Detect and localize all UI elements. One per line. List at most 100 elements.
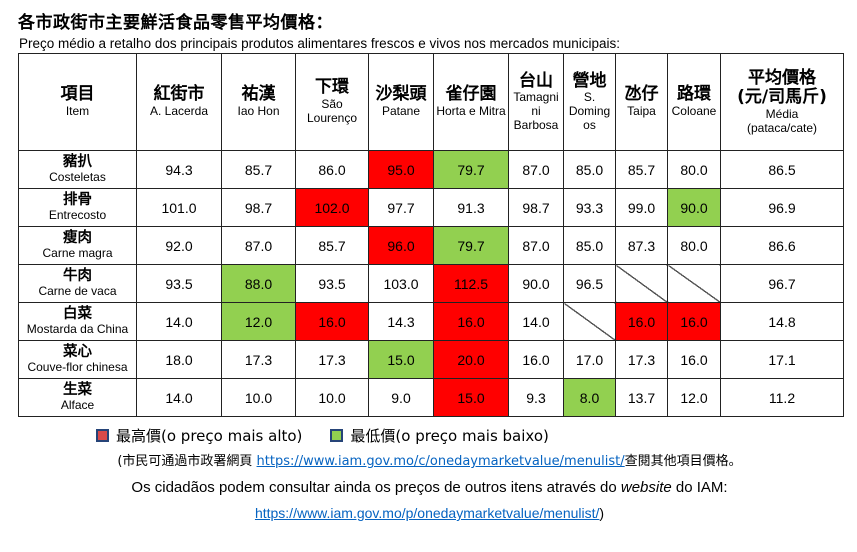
price-cell: 79.7 — [433, 226, 509, 265]
footer-pt-website-word: website — [620, 479, 672, 496]
price-cell — [563, 302, 616, 341]
price-cell — [615, 264, 668, 303]
footer-pt-suffix: do IAM: — [671, 479, 728, 496]
price-cell: 18.0 — [136, 340, 222, 379]
price-cell: 9.3 — [508, 378, 564, 417]
footer-note-portuguese: Os cidadãos podem consultar ainda os pre… — [18, 479, 841, 496]
item-cell: 排骨 Entrecosto — [18, 188, 137, 227]
footer-pt-prefix: Os cidadãos podem consultar ainda os pre… — [131, 479, 621, 496]
table-header-row: 項目 Item 紅街市 A. Lacerda 祐漢 Iao Hon 下環 São Louren… — [18, 53, 844, 151]
min-price-swatch-icon — [330, 429, 344, 442]
column-header: 項目 Item — [18, 53, 137, 151]
price-cell: 16.0 — [508, 340, 564, 379]
price-cell: 93.3 — [563, 188, 616, 227]
price-cell: 93.5 — [136, 264, 222, 303]
footer-close-paren: ) — [599, 505, 605, 521]
item-cell: 牛肉 Carne de vaca — [18, 264, 137, 303]
legend-item-max: 最高價(o preço mais alto) — [96, 425, 302, 446]
table-row: 豬扒 Costeletas 94.3 85.7 86.0 95.0 79.7 87.0 85.0… — [18, 150, 844, 189]
price-cell: 97.7 — [368, 188, 434, 227]
price-cell: 14.0 — [136, 378, 222, 417]
price-cell: 85.7 — [221, 150, 296, 189]
price-cell: 17.0 — [563, 340, 616, 379]
price-table: 項目 Item 紅街市 A. Lacerda 祐漢 Iao Hon 下環 São Louren… — [18, 53, 844, 417]
price-cell: 86.6 — [720, 226, 844, 265]
price-cell: 96.7 — [720, 264, 844, 303]
price-cell: 12.0 — [221, 302, 296, 341]
price-cell: 10.0 — [295, 378, 369, 417]
price-cell: 102.0 — [295, 188, 369, 227]
price-cell: 11.2 — [720, 378, 844, 417]
footer-link-line: https://www.iam.gov.mo/p/onedaymarketval… — [18, 505, 841, 521]
price-cell: 15.0 — [433, 378, 509, 417]
item-cell: 瘦肉 Carne magra — [18, 226, 137, 265]
price-cell: 95.0 — [368, 150, 434, 189]
price-cell: 15.0 — [368, 340, 434, 379]
footer-note-suffix: 查閱其他項目價格。 — [624, 454, 742, 469]
legend-max-label: 最高價(o preço mais alto) — [116, 427, 303, 445]
column-header: 台山 Tamagnini Barbosa — [508, 53, 564, 151]
column-header: 沙梨頭 Patane — [368, 53, 434, 151]
price-cell: 17.3 — [221, 340, 296, 379]
footer-note-chinese: (市民可通過市政署網頁 https://www.iam.gov.mo/c/one… — [18, 450, 841, 469]
price-cell: 17.3 — [615, 340, 668, 379]
price-cell: 10.0 — [221, 378, 296, 417]
column-header: 路環 Coloane — [667, 53, 721, 151]
item-cell: 生菜 Alface — [18, 378, 137, 417]
legend: 最高價(o preço mais alto) 最低價(o preço mais … — [96, 425, 841, 446]
price-cell: 9.0 — [368, 378, 434, 417]
price-cell: 86.5 — [720, 150, 844, 189]
column-header: 下環 São Lourenço — [295, 53, 369, 151]
price-cell: 96.9 — [720, 188, 844, 227]
price-cell: 103.0 — [368, 264, 434, 303]
table-row: 生菜 Alface 14.0 10.0 10.0 9.0 15.0 9.3 8.0 13.7 12.… — [18, 378, 844, 417]
price-cell: 90.0 — [667, 188, 721, 227]
price-cell: 88.0 — [221, 264, 296, 303]
item-cell: 白菜 Mostarda da China — [18, 302, 137, 341]
price-cell: 99.0 — [615, 188, 668, 227]
price-cell: 16.0 — [615, 302, 668, 341]
price-cell: 90.0 — [508, 264, 564, 303]
price-cell: 16.0 — [667, 302, 721, 341]
item-cell: 豬扒 Costeletas — [18, 150, 137, 189]
column-header: 氹仔 Taipa — [615, 53, 668, 151]
price-cell: 92.0 — [136, 226, 222, 265]
table-row: 菜心 Couve-flor chinesa 18.0 17.3 17.3 15.0 20.0… — [18, 340, 844, 379]
column-header: 雀仔園 Horta e Mitra — [433, 53, 509, 151]
column-header: 平均價格 (元/司馬斤) Média (pataca/cate) — [720, 53, 844, 151]
price-cell: 17.1 — [720, 340, 844, 379]
iam-chinese-link[interactable]: https://www.iam.gov.mo/c/onedaymarketval… — [256, 454, 625, 469]
iam-portuguese-link[interactable]: https://www.iam.gov.mo/p/onedaymarketval… — [254, 505, 600, 521]
price-cell: 96.5 — [563, 264, 616, 303]
table-row: 白菜 Mostarda da China 14.0 12.0 16.0 14.3 16.0 1… — [18, 302, 844, 341]
price-cell: 112.5 — [433, 264, 509, 303]
price-cell: 94.3 — [136, 150, 222, 189]
table-row: 牛肉 Carne de vaca 93.5 88.0 93.5 103.0 112.5 90.… — [18, 264, 844, 303]
price-cell: 85.0 — [563, 226, 616, 265]
price-cell: 96.0 — [368, 226, 434, 265]
price-cell: 87.3 — [615, 226, 668, 265]
price-cell: 16.0 — [667, 340, 721, 379]
price-cell: 98.7 — [508, 188, 564, 227]
price-cell: 8.0 — [563, 378, 616, 417]
price-cell: 17.3 — [295, 340, 369, 379]
price-cell: 87.0 — [508, 150, 564, 189]
price-cell: 85.7 — [615, 150, 668, 189]
price-cell: 93.5 — [295, 264, 369, 303]
price-cell: 85.0 — [563, 150, 616, 189]
price-cell: 16.0 — [295, 302, 369, 341]
price-cell: 14.8 — [720, 302, 844, 341]
legend-item-min: 最低價(o preço mais baixo) — [330, 425, 549, 446]
price-cell: 12.0 — [667, 378, 721, 417]
price-cell: 79.7 — [433, 150, 509, 189]
column-header: 祐漢 Iao Hon — [221, 53, 296, 151]
max-price-swatch-icon — [96, 429, 109, 442]
page-title: 各市政街市主要鮮活食品零售平均價格： — [18, 13, 333, 33]
footer-note-prefix: (市民可通過市政署網頁 — [117, 454, 257, 469]
price-cell: 91.3 — [433, 188, 509, 227]
price-cell: 80.0 — [667, 150, 721, 189]
price-cell: 87.0 — [221, 226, 296, 265]
price-cell: 13.7 — [615, 378, 668, 417]
table-row: 瘦肉 Carne magra 92.0 87.0 85.7 96.0 79.7 87.0 85.… — [18, 226, 844, 265]
page-subtitle: Preço médio a retalho dos principais pro… — [19, 36, 621, 51]
